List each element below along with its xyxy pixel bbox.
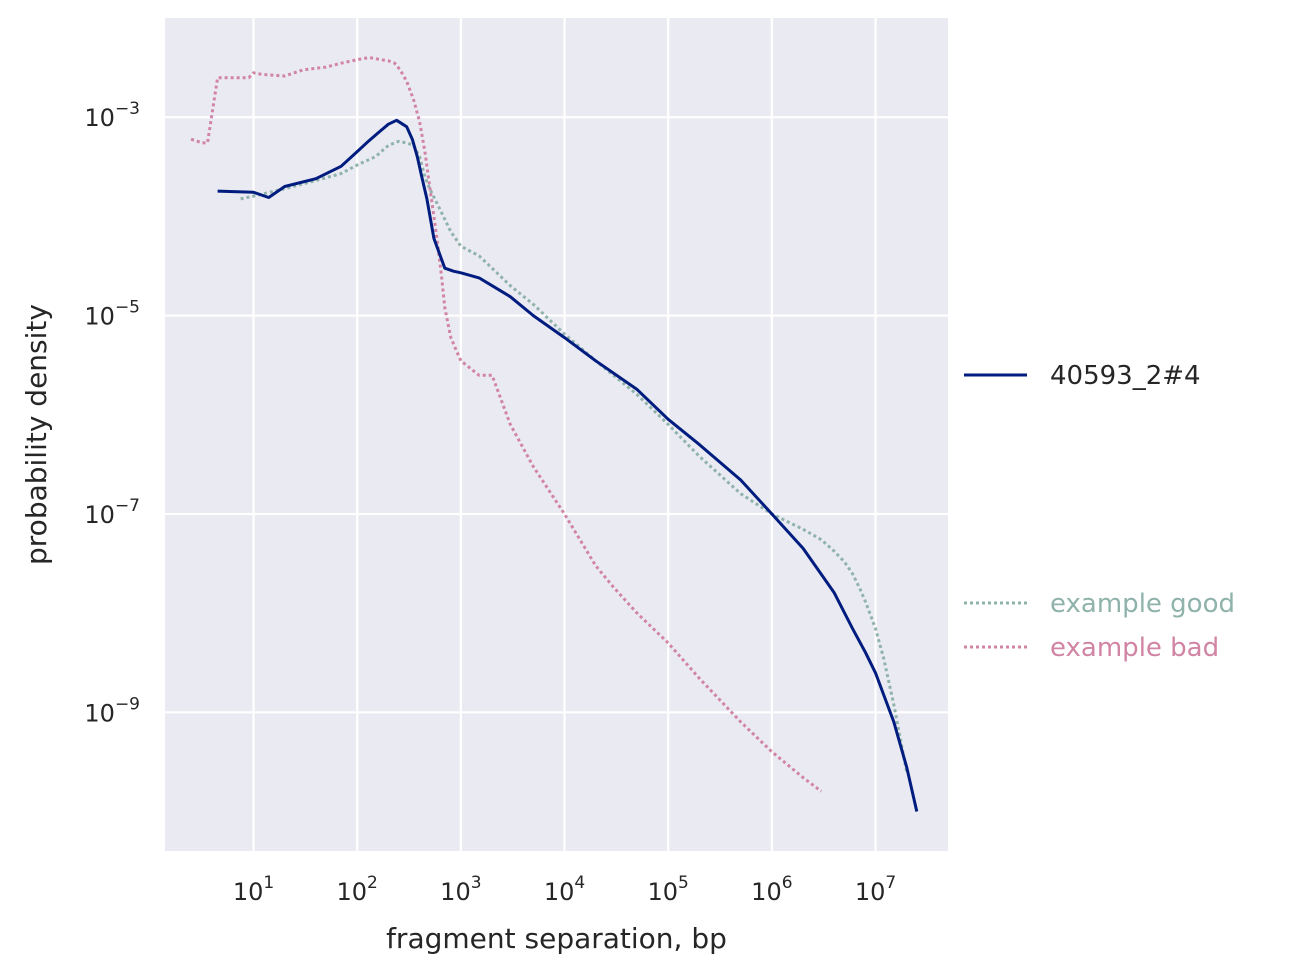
series-line-1 [240, 139, 909, 773]
x-tick-label: 107 [855, 873, 896, 906]
y-tick-label: 10−3 [84, 99, 140, 132]
x-tick-label: 102 [337, 873, 378, 906]
x-tick-label: 104 [544, 873, 585, 906]
x-tick-label: 101 [233, 873, 274, 906]
y-axis-ticks: 10−3 10−5 10−7 10−9 [84, 99, 140, 727]
x-tick-label: 105 [648, 873, 689, 906]
grid [165, 18, 948, 851]
y-axis-label: probability density [20, 304, 53, 565]
series-line-2 [190, 56, 823, 793]
legend-label: example bad [1050, 633, 1219, 663]
y-tick-label: 10−5 [84, 298, 140, 331]
x-axis-label: fragment separation, bp [386, 922, 727, 955]
plot-area [165, 18, 948, 851]
legend-label: example good [1050, 589, 1235, 619]
x-tick-label: 103 [440, 873, 481, 906]
y-tick-label: 10−7 [84, 496, 140, 529]
series-layer [190, 56, 919, 812]
x-axis-ticks: 101 102 103 104 105 106 107 [233, 873, 896, 906]
x-tick-label: 106 [751, 873, 792, 906]
y-tick-label: 10−9 [84, 694, 140, 727]
legend-label: 40593_2#4 [1050, 361, 1201, 391]
series-line-0 [217, 118, 919, 812]
